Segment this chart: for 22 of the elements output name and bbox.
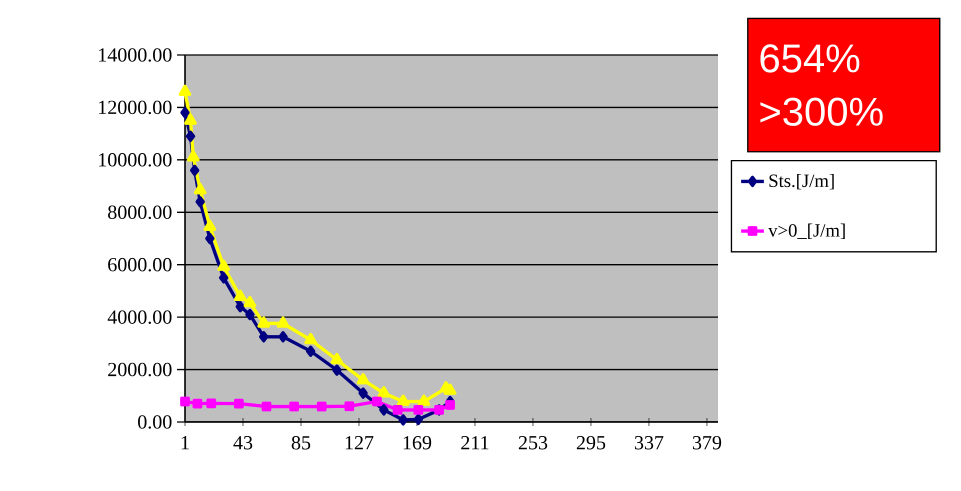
x-tick-label: 43 (233, 436, 252, 450)
y-tick-label: 12000.00 (99, 100, 172, 114)
x-tick-label: 1 (182, 436, 189, 450)
y-tick-label: 6000.00 (108, 258, 172, 272)
x-tick-label: 295 (576, 436, 606, 450)
text: >300% (760, 98, 883, 126)
x-tick-label: 211 (461, 436, 488, 450)
y-tick-label: 0.00 (138, 415, 172, 429)
y-tick-label: 8000.00 (108, 205, 172, 220)
y-tick-label: 2000.00 (108, 362, 172, 376)
legend-label: v>0_[J/m] (768, 224, 845, 240)
text: 654% (760, 44, 860, 73)
x-tick-label: 379 (692, 436, 722, 450)
x-tick-label: 337 (634, 436, 664, 450)
x-tick-label: 253 (518, 436, 548, 450)
x-tick-label: 127 (346, 436, 374, 450)
legend-label: Sts.[J/m] (769, 174, 834, 190)
y-tick-label: 10000.00 (99, 153, 172, 167)
x-tick-label: 85 (292, 436, 310, 450)
x-tick-label: 169 (404, 436, 432, 450)
y-tick-label: 4000.00 (108, 310, 172, 324)
y-tick-label: 14000.00 (99, 48, 172, 62)
